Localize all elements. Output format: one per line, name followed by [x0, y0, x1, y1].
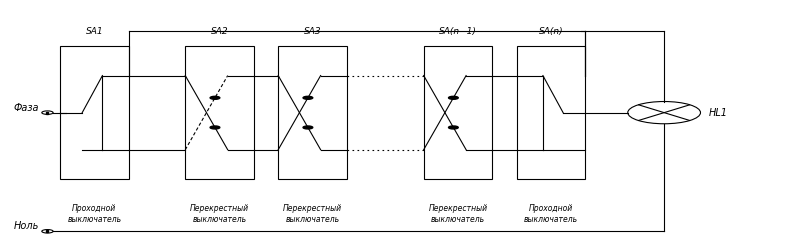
Circle shape [210, 126, 220, 129]
Text: Перекрестный
выключатель: Перекрестный выключатель [190, 204, 249, 224]
Text: SA(n): SA(n) [539, 27, 564, 36]
Text: HL1: HL1 [709, 108, 727, 118]
Text: Перекрестный
выключатель: Перекрестный выключатель [428, 204, 487, 224]
Text: Проходной
выключатель: Проходной выключатель [67, 204, 122, 224]
Bar [185, 46, 254, 180]
Bar [278, 46, 347, 180]
Text: SA(n−1): SA(n−1) [439, 27, 477, 36]
Text: Перекрестный
выключатель: Перекрестный выключатель [283, 204, 342, 224]
Circle shape [210, 96, 220, 99]
Text: Проходной
выключатель: Проходной выключатель [524, 204, 578, 224]
Bar [423, 46, 492, 180]
Text: Ноль: Ноль [14, 221, 39, 231]
Bar [517, 46, 586, 180]
Circle shape [448, 126, 458, 129]
Circle shape [303, 126, 313, 129]
Text: SA1: SA1 [85, 27, 103, 36]
Bar [60, 46, 129, 180]
Circle shape [448, 96, 458, 99]
Text: SA2: SA2 [211, 27, 229, 36]
Text: Фаза: Фаза [14, 103, 39, 113]
Text: SA3: SA3 [304, 27, 321, 36]
Circle shape [303, 96, 313, 99]
